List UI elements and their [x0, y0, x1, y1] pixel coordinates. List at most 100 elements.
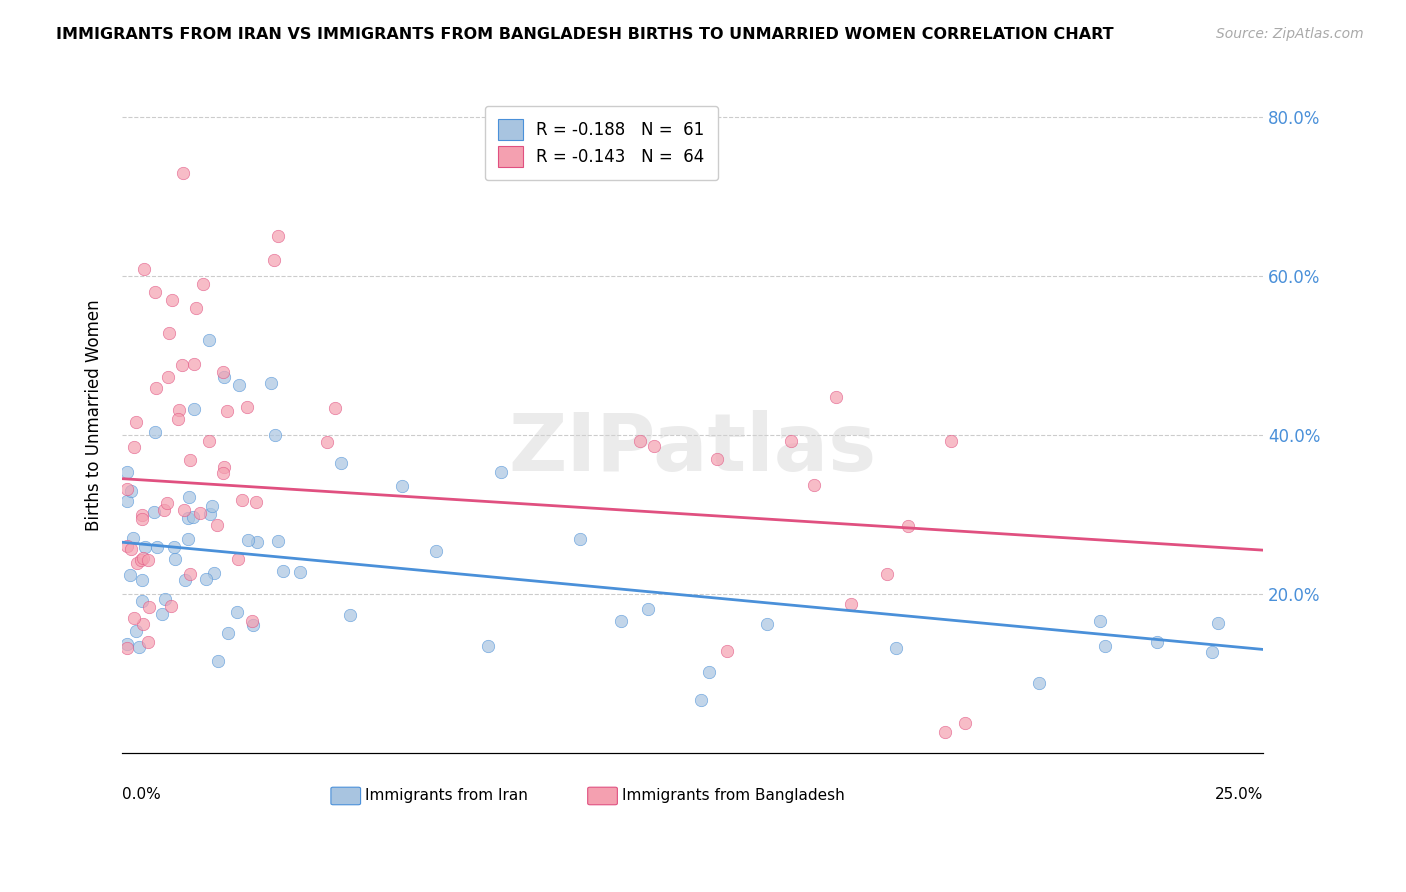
Point — [132, 617, 155, 632]
Point — [120, 568, 142, 582]
Point — [167, 403, 190, 417]
Point — [179, 490, 201, 504]
Point — [706, 451, 728, 466]
Point — [132, 551, 155, 566]
Point — [240, 614, 263, 628]
Point — [202, 566, 225, 580]
Point — [165, 551, 187, 566]
Point — [125, 556, 148, 570]
Point — [191, 277, 214, 291]
Point — [477, 639, 499, 653]
Point — [143, 285, 166, 299]
Point — [160, 293, 183, 307]
Point — [697, 665, 720, 680]
Point — [160, 599, 183, 614]
Point — [183, 510, 205, 524]
Point — [163, 540, 186, 554]
Point — [217, 626, 239, 640]
Point — [124, 415, 146, 429]
Text: Immigrants from Bangladesh: Immigrants from Bangladesh — [621, 789, 845, 804]
Point — [188, 506, 211, 520]
Point — [122, 440, 145, 454]
Point — [1201, 645, 1223, 659]
Point — [143, 425, 166, 439]
Point — [115, 482, 138, 496]
Point — [897, 518, 920, 533]
Point — [120, 483, 142, 498]
Point — [391, 479, 413, 493]
Point — [267, 229, 290, 244]
Text: Source: ZipAtlas.com: Source: ZipAtlas.com — [1216, 27, 1364, 41]
Text: 0.0%: 0.0% — [122, 787, 160, 802]
Point — [122, 611, 145, 625]
Point — [122, 531, 145, 545]
Point — [955, 716, 977, 731]
Point — [425, 543, 447, 558]
FancyBboxPatch shape — [330, 788, 360, 805]
Point — [267, 533, 290, 548]
Point — [263, 253, 285, 268]
Point — [226, 552, 249, 566]
Point — [172, 166, 194, 180]
Point — [136, 635, 159, 649]
Point — [231, 492, 253, 507]
Point — [153, 591, 176, 606]
Point — [329, 456, 352, 470]
Point — [271, 564, 294, 578]
Point — [260, 376, 283, 390]
Point — [236, 400, 259, 414]
Point — [242, 617, 264, 632]
Point — [115, 539, 138, 553]
Legend: R = -0.188   N =  61, R = -0.143   N =  64: R = -0.188 N = 61, R = -0.143 N = 64 — [485, 106, 718, 180]
Point — [780, 434, 803, 449]
Point — [146, 540, 169, 554]
Point — [690, 692, 713, 706]
Point — [183, 402, 205, 417]
Point — [207, 654, 229, 668]
Point — [131, 574, 153, 588]
Point — [225, 605, 247, 619]
Point — [153, 503, 176, 517]
Point — [120, 542, 142, 557]
Point — [157, 326, 180, 341]
Point — [939, 434, 962, 449]
Point — [115, 641, 138, 656]
Point — [136, 553, 159, 567]
Point — [1028, 676, 1050, 690]
Point — [145, 381, 167, 395]
Point — [157, 369, 180, 384]
Point — [198, 434, 221, 448]
Point — [245, 495, 267, 509]
Point — [214, 460, 236, 475]
Point — [176, 510, 198, 524]
Point — [934, 724, 956, 739]
Point — [630, 434, 652, 448]
Point — [489, 465, 512, 479]
Point — [173, 503, 195, 517]
Point — [323, 401, 346, 415]
Point — [825, 390, 848, 404]
Point — [212, 365, 235, 379]
Point — [156, 496, 179, 510]
Point — [131, 593, 153, 607]
Point — [1094, 639, 1116, 653]
Point — [643, 438, 665, 452]
Point — [128, 640, 150, 654]
FancyBboxPatch shape — [588, 788, 617, 805]
Point — [1206, 616, 1229, 631]
Text: ZIPatlas: ZIPatlas — [509, 409, 877, 488]
Point — [339, 608, 361, 623]
Point — [198, 507, 221, 521]
Text: Immigrants from Iran: Immigrants from Iran — [366, 789, 529, 804]
Point — [568, 532, 591, 546]
Point — [214, 369, 236, 384]
Text: 25.0%: 25.0% — [1215, 787, 1264, 802]
Point — [125, 624, 148, 639]
Point — [211, 466, 233, 480]
Point — [215, 404, 238, 418]
Point — [174, 573, 197, 587]
Point — [201, 499, 224, 513]
Point — [637, 602, 659, 616]
Point — [132, 262, 155, 277]
Point — [716, 644, 738, 658]
